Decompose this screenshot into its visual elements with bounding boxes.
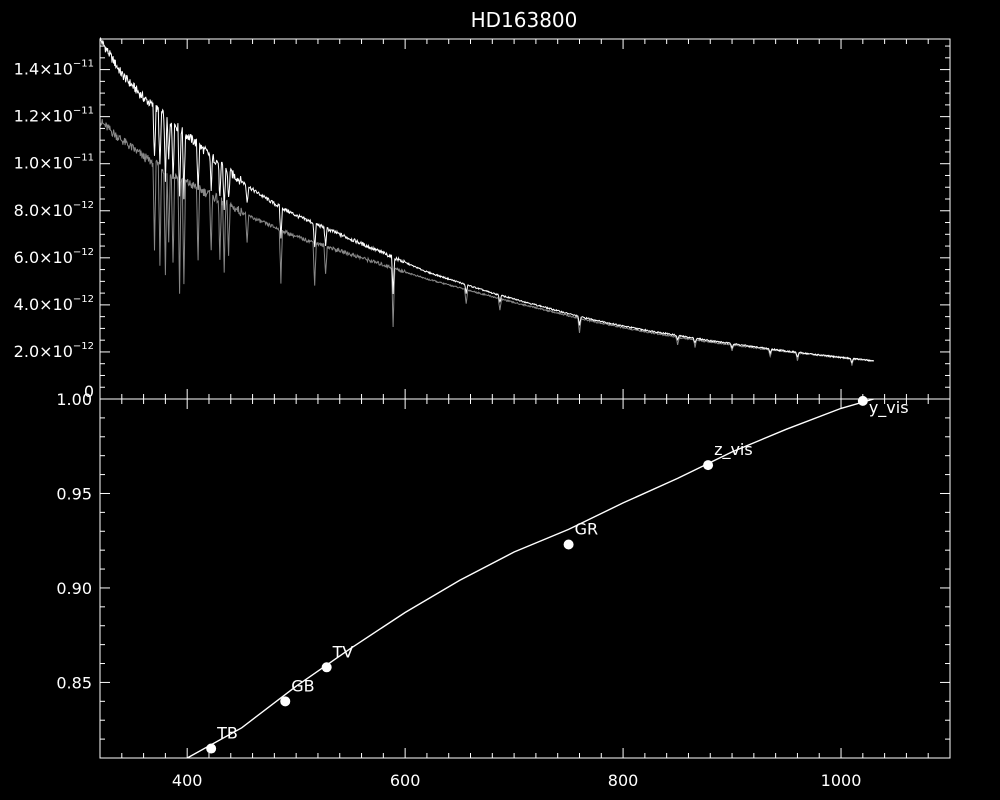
observed-spectrum-line: [99, 37, 875, 364]
filter-point: [563, 539, 574, 550]
x-tick-label: 800: [608, 771, 639, 790]
corrected-spectrum-line: [100, 119, 875, 366]
correction-x-tick-labels: 400 600 800 1000: [172, 771, 861, 790]
correction-y-tick-label: 0.95: [56, 484, 92, 503]
spectrum-y-tick-label: 1.4×10−11: [14, 59, 94, 79]
correction-ticks: [100, 398, 951, 759]
correction-panel: TB GB TV GR z_vis y_vis 0.85 0.90 0.95 1.00 400 6…: [56, 390, 951, 790]
filter-point-label: TB: [216, 724, 238, 743]
filter-points: TB GB TV GR z_vis y_vis: [206, 395, 909, 754]
filter-point: [321, 662, 332, 673]
filter-point: [280, 696, 291, 707]
spectrum-ticks: [100, 39, 951, 400]
x-tick-label: 400: [172, 771, 203, 790]
filter-point-label: GB: [291, 676, 314, 695]
fit-curve: [186, 398, 874, 759]
filter-point-label: TV: [332, 642, 354, 661]
filter-point: [857, 395, 868, 406]
chart-title: HD163800: [471, 8, 578, 32]
spectrum-y-tick-label: 6.0×10−12: [14, 247, 94, 267]
spectrum-series-group: [99, 37, 875, 366]
spectrum-y-tick-labels: 0 2.0×10−12 4.0×10−12 6.0×10−12 8.0×10−12 1.0…: [14, 59, 94, 401]
correction-y-tick-label: 0.85: [56, 673, 92, 692]
filter-point-label: GR: [575, 519, 599, 538]
filter-point-label: y_vis: [869, 398, 909, 418]
spectrum-y-tick-label: 2.0×10−12: [14, 341, 94, 361]
x-tick-label: 600: [390, 771, 421, 790]
spectrum-y-tick-label: 8.0×10−12: [14, 200, 94, 220]
spectrum-y-tick-label: 1.0×10−11: [14, 153, 94, 173]
x-tick-label: 1000: [821, 771, 862, 790]
spectrum-panel: 0 2.0×10−12 4.0×10−12 6.0×10−12 8.0×10−12 1.0…: [14, 37, 951, 401]
filter-point: [206, 743, 217, 754]
filter-point: [703, 460, 714, 471]
spectrum-y-tick-label: 4.0×10−12: [14, 294, 94, 314]
correction-y-tick-labels: 0.85 0.90 0.95 1.00: [56, 390, 92, 692]
correction-y-tick-label: 1.00: [56, 390, 92, 409]
filter-point-label: z_vis: [714, 440, 753, 460]
correction-axes-frame: [99, 398, 951, 759]
spectrum-y-tick-label: 1.2×10−11: [14, 106, 94, 126]
correction-y-tick-label: 0.90: [56, 579, 92, 598]
spectrum-y-tick-label: 0: [84, 382, 94, 401]
